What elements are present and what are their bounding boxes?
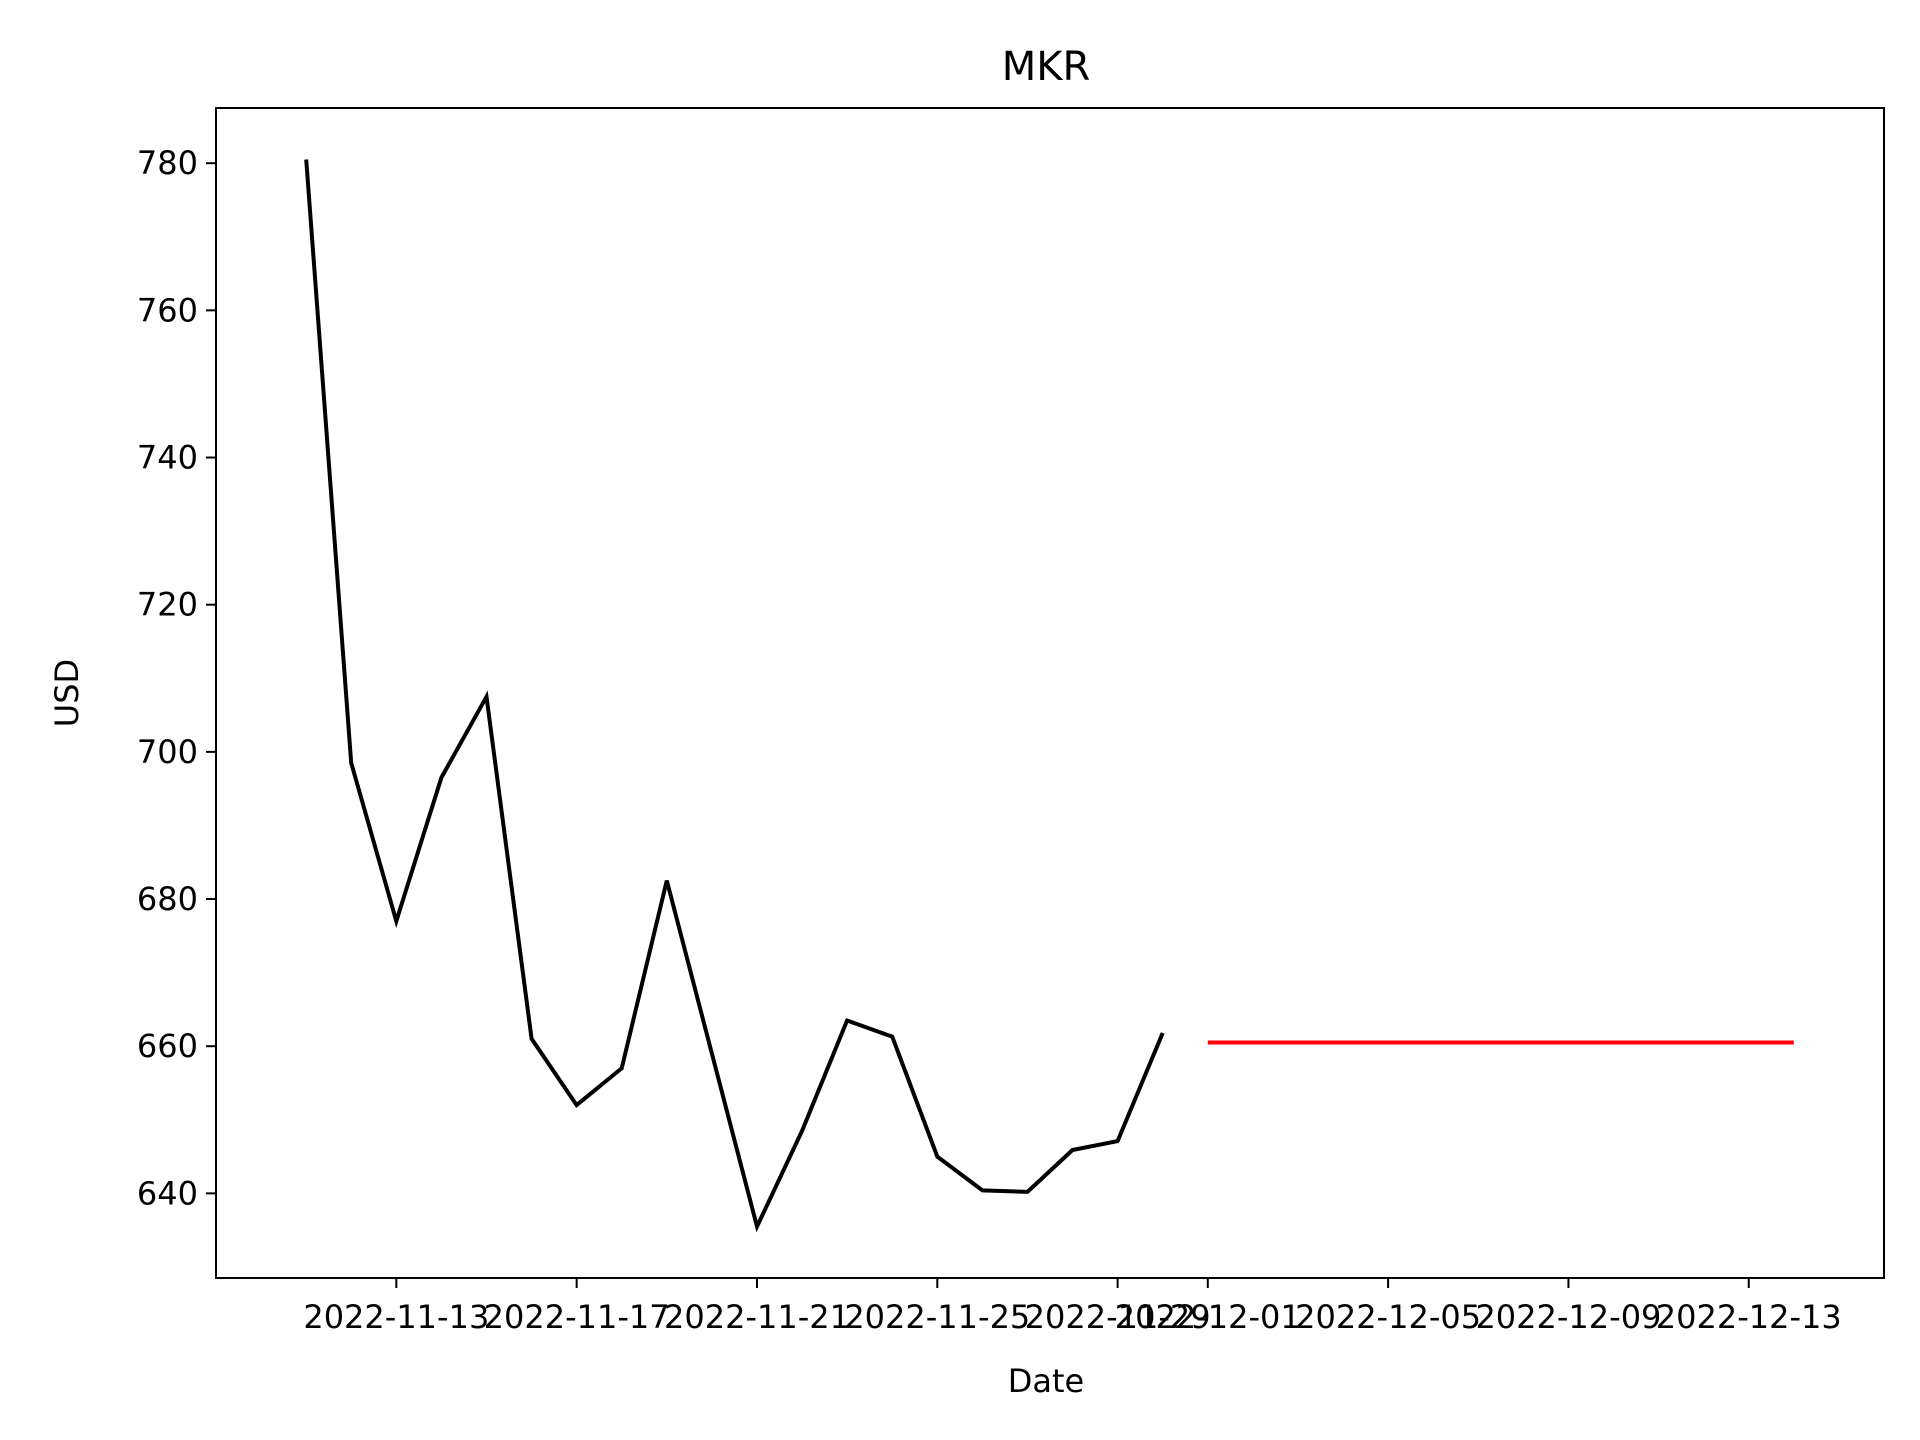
x-tick-label: 2022-12-13 <box>1656 1298 1842 1336</box>
x-tick-label: 2022-12-09 <box>1475 1298 1661 1336</box>
y-tick-label: 760 <box>137 291 198 329</box>
x-tick-label: 2022-11-25 <box>844 1298 1030 1336</box>
y-tick-label: 740 <box>137 439 198 477</box>
x-tick-label: 2022-11-21 <box>664 1298 850 1336</box>
chart-title: MKR <box>1002 44 1091 90</box>
x-tick-label: 2022-11-17 <box>484 1298 670 1336</box>
y-tick-label: 640 <box>137 1174 198 1212</box>
y-tick-label: 700 <box>137 733 198 771</box>
x-tick-label: 2022-11-29 <box>1025 1298 1211 1336</box>
x-axis: 2022-11-132022-11-172022-11-212022-11-25… <box>303 1278 1842 1336</box>
x-tick-label: 2022-11-13 <box>303 1298 489 1336</box>
x-tick-label: 2022-12-01 <box>1115 1298 1301 1336</box>
series-layer <box>304 159 1794 1233</box>
y-tick-label: 660 <box>137 1027 198 1065</box>
y-axis-title: USD <box>48 659 86 727</box>
series-line-0 <box>304 159 1165 1233</box>
y-tick-label: 780 <box>137 144 198 182</box>
y-tick-label: 680 <box>137 880 198 918</box>
x-tick-label: 2022-12-05 <box>1295 1298 1481 1336</box>
x-axis-title: Date <box>1008 1362 1084 1400</box>
y-axis: 640 660 680 700 720 740 760 780 <box>137 144 216 1212</box>
plot-frame <box>215 107 1885 1279</box>
y-tick-label: 720 <box>137 586 198 624</box>
